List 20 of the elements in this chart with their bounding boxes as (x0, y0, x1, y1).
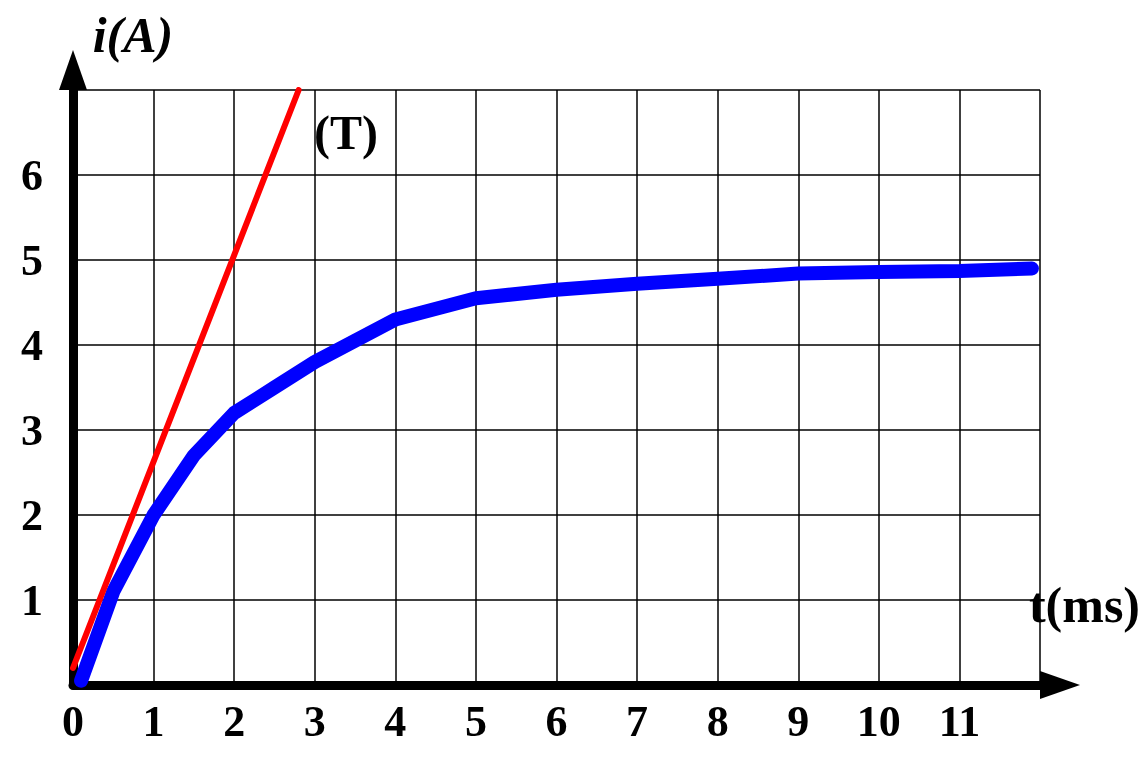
x-tick-label: 6 (545, 696, 568, 746)
x-tick-label: 7 (626, 696, 649, 746)
x-tick-label: 9 (787, 696, 810, 746)
x-tick-label: 5 (464, 696, 487, 746)
x-tick-label: 3 (303, 696, 326, 746)
x-tick-label: 1 (142, 696, 165, 746)
y-axis-title: i(A) (92, 7, 174, 63)
y-tick-label: 3 (21, 405, 43, 455)
y-tick-label: 2 (21, 490, 43, 540)
y-tick-label: 5 (21, 235, 43, 285)
x-tick-label: 8 (706, 696, 729, 746)
x-tick-label: 10 (856, 696, 901, 746)
y-tick-label: 1 (21, 575, 43, 625)
y-tick-label: 6 (21, 150, 43, 200)
x-tick-label: 2 (223, 696, 246, 746)
y-tick-label: 4 (21, 320, 43, 370)
x-tick-label: 0 (62, 696, 84, 746)
annotation: (T) (314, 105, 378, 160)
x-tick-label: 11 (938, 696, 981, 746)
x-tick-label: 4 (384, 696, 407, 746)
